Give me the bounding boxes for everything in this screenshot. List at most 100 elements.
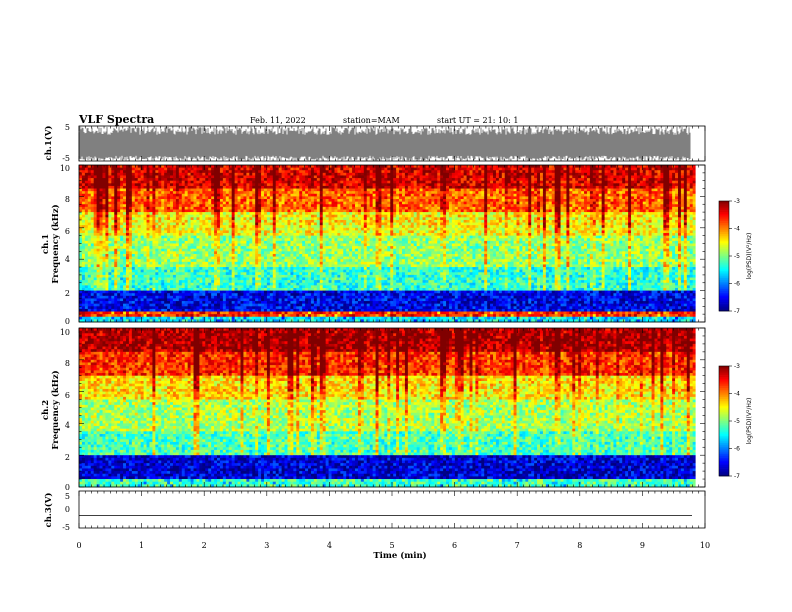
spectrogram-cell — [475, 212, 478, 215]
spectrogram-cell — [572, 173, 575, 176]
spectrogram-cell — [243, 199, 246, 202]
spectrogram-cell — [364, 199, 367, 202]
spectrogram-cell — [437, 173, 440, 176]
spectrogram-cell — [461, 165, 464, 168]
spectrogram-cell — [264, 204, 267, 207]
spectrogram-cell — [229, 175, 232, 178]
spectrogram-cell — [672, 223, 675, 226]
spectrogram-cell — [517, 196, 520, 199]
spectrogram-cell — [622, 202, 625, 205]
spectrogram-cell — [381, 175, 384, 178]
spectrogram-cell — [308, 175, 311, 178]
spectrogram-cell — [590, 181, 593, 184]
spectrogram-cell — [152, 220, 155, 223]
spectrogram-cell — [531, 173, 534, 176]
spectrogram-cell — [326, 181, 329, 184]
spectrogram-cell — [684, 189, 687, 192]
spectrogram-cell — [631, 178, 634, 181]
spectrogram-cell — [531, 220, 534, 223]
spectrogram-cell — [229, 212, 232, 215]
spectrogram-cell — [123, 209, 126, 212]
spectrogram-cell — [681, 209, 684, 212]
spectrogram-cell — [502, 186, 505, 189]
spectrogram-cell — [687, 170, 690, 173]
spectrogram-cell — [434, 209, 437, 212]
spectrogram-cell — [196, 204, 199, 207]
spectrogram-cell — [144, 225, 147, 228]
spectrogram-cell — [320, 191, 323, 194]
spectrogram-cell — [334, 207, 337, 210]
spectrogram-cell — [508, 202, 511, 205]
spectrogram-cell — [182, 220, 185, 223]
spectrogram-cell — [381, 168, 384, 171]
spectrogram-cell — [381, 181, 384, 184]
spectrogram-cell — [108, 207, 111, 210]
spectrogram-cell — [499, 175, 502, 178]
spectrogram-cell — [141, 204, 144, 207]
spectrogram-cell — [399, 191, 402, 194]
spectrogram-cell — [528, 191, 531, 194]
spectrogram-cell — [273, 173, 276, 176]
spectrogram-cell — [475, 207, 478, 210]
spectrogram-cell — [681, 202, 684, 205]
spectrogram-cell — [255, 204, 258, 207]
spectrogram-cell — [158, 225, 161, 228]
spectrogram-cell — [132, 168, 135, 171]
spectrogram-cell — [616, 196, 619, 199]
spectrogram-cell — [194, 191, 197, 194]
spectrogram-cell — [387, 225, 390, 228]
spectrogram-cell — [602, 178, 605, 181]
spectrogram-cell — [514, 165, 517, 168]
spectrogram-cell — [587, 196, 590, 199]
spectrogram-cell — [111, 217, 114, 220]
spectrogram-cell — [144, 183, 147, 186]
spectrogram-cell — [693, 223, 696, 226]
spectrogram-cell — [428, 170, 431, 173]
spectrogram-cell — [152, 178, 155, 181]
spectrogram-cell — [217, 202, 220, 205]
spectrogram-cell — [376, 165, 379, 168]
spectrogram-cell — [249, 186, 252, 189]
spectrogram-cell — [97, 165, 100, 168]
spectrogram-cell — [657, 202, 660, 205]
spectrogram-cell — [634, 207, 637, 210]
spectrogram-cell — [511, 178, 514, 181]
spectrogram-cell — [558, 178, 561, 181]
spectrogram-cell — [164, 194, 167, 197]
spectrogram-cell — [616, 175, 619, 178]
spectrogram-cell — [340, 181, 343, 184]
spectrogram-cell — [487, 183, 490, 186]
spectrogram-cell — [179, 217, 182, 220]
spectrogram-cell — [558, 186, 561, 189]
spectrogram-cell — [437, 212, 440, 215]
spectrogram-cell — [399, 202, 402, 205]
spectrogram-cell — [496, 207, 499, 210]
spectrogram-cell — [581, 196, 584, 199]
spectrogram-cell — [144, 173, 147, 176]
spectrogram-cell — [361, 175, 364, 178]
spectrogram-cell — [191, 178, 194, 181]
spectrogram-cell — [558, 209, 561, 212]
spectrogram-cell — [687, 220, 690, 223]
spectrogram-cell — [563, 170, 566, 173]
spectrogram-cell — [194, 181, 197, 184]
spectrogram-cell — [182, 207, 185, 210]
spectrogram-cell — [525, 178, 528, 181]
spectrogram-cell — [584, 217, 587, 220]
spectrogram-cell — [561, 204, 564, 207]
spectrogram-cell — [508, 209, 511, 212]
spectrogram-cell — [282, 223, 285, 226]
spectrogram-cell — [681, 186, 684, 189]
spectrogram-cell — [405, 217, 408, 220]
spectrogram-cell — [470, 196, 473, 199]
spectrogram-cell — [346, 181, 349, 184]
spectrogram-cell — [452, 220, 455, 223]
spectrogram-cell — [552, 207, 555, 210]
spectrogram-cell — [217, 183, 220, 186]
spectrogram-cell — [185, 186, 188, 189]
spectrogram-cell — [631, 204, 634, 207]
spectrogram-cell — [220, 199, 223, 202]
spectrogram-cell — [202, 194, 205, 197]
spectrogram-cell — [613, 165, 616, 168]
